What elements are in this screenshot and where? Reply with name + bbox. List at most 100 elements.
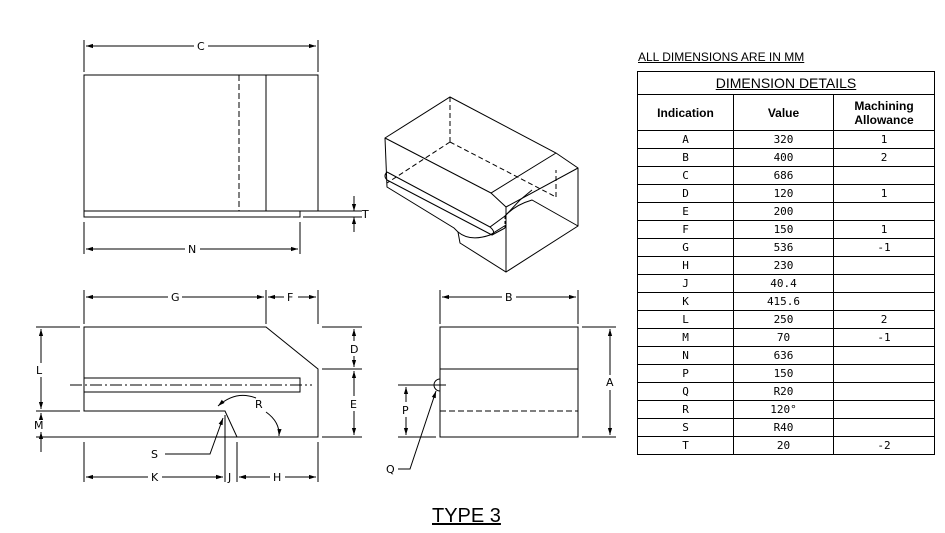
cell-allowance (833, 256, 935, 275)
cell-indication: S (637, 418, 734, 437)
table-row: D 120 1 (637, 184, 935, 203)
table-row: R 120° (637, 400, 935, 419)
label-h: H (273, 471, 281, 484)
cell-value: R40 (733, 418, 834, 437)
cell-indication: J (637, 274, 734, 293)
cell-indication: Q (637, 382, 734, 401)
cell-indication: F (637, 220, 734, 239)
cell-value: R20 (733, 382, 834, 401)
cell-value: 20 (733, 436, 834, 455)
cell-allowance: 1 (833, 130, 935, 149)
cell-allowance: -1 (833, 328, 935, 347)
cell-value: 250 (733, 310, 834, 329)
cell-allowance: 1 (833, 184, 935, 203)
cell-value: 536 (733, 238, 834, 257)
label-m: M (34, 419, 44, 432)
table-row: F 150 1 (637, 220, 935, 239)
table-row: M 70 -1 (637, 328, 935, 347)
table-row: C 686 (637, 166, 935, 185)
cell-value: 686 (733, 166, 834, 185)
leader-s (165, 417, 224, 455)
cell-indication: M (637, 328, 734, 347)
label-a: A (606, 376, 614, 389)
arc-r (217, 394, 257, 407)
drawing-title: TYPE 3 (432, 505, 501, 527)
dimension-table: DIMENSION DETAILS Indication Value Machi… (637, 71, 935, 455)
cell-value: 400 (733, 148, 834, 167)
cell-indication: E (637, 202, 734, 221)
table-title: DIMENSION DETAILS (637, 71, 935, 94)
label-t: T (361, 208, 369, 221)
cell-allowance (833, 274, 935, 293)
header-value: Value (733, 94, 834, 131)
table-row: B 400 2 (637, 148, 935, 167)
cell-value: 120° (733, 400, 834, 419)
isometric-view (384, 96, 579, 273)
cell-value: 150 (733, 220, 834, 239)
table-row: L 250 2 (637, 310, 935, 329)
table-row: S R40 (637, 418, 935, 437)
cell-value: 200 (733, 202, 834, 221)
side-view (398, 290, 616, 470)
cell-indication: G (637, 238, 734, 257)
table-row: J 40.4 (637, 274, 935, 293)
table-row: T 20 -2 (637, 436, 935, 455)
cell-allowance (833, 166, 935, 185)
cell-value: 150 (733, 364, 834, 383)
label-c: C (197, 40, 205, 53)
cell-allowance (833, 292, 935, 311)
top-view (83, 40, 362, 254)
cell-allowance: 1 (833, 220, 935, 239)
label-d: D (350, 343, 358, 356)
cell-indication: H (637, 256, 734, 275)
leader-q (398, 390, 437, 470)
cell-allowance (833, 400, 935, 419)
cell-allowance: -1 (833, 238, 935, 257)
table-row: K 415.6 (637, 292, 935, 311)
cell-allowance: 2 (833, 148, 935, 167)
cell-value: 230 (733, 256, 834, 275)
table-row: H 230 (637, 256, 935, 275)
table-row: E 200 (637, 202, 935, 221)
table-row: Q R20 (637, 382, 935, 401)
label-k: K (151, 471, 159, 484)
cell-allowance: 2 (833, 310, 935, 329)
label-n: N (188, 243, 196, 256)
header-allowance: Machining Allowance (833, 94, 935, 131)
table-row: A 320 1 (637, 130, 935, 149)
cell-indication: R (637, 400, 734, 419)
label-l: L (36, 364, 43, 377)
cell-value: 70 (733, 328, 834, 347)
units-note: ALL DIMENSIONS ARE IN MM (638, 50, 805, 64)
front-view (36, 290, 362, 482)
label-r: R (255, 398, 263, 411)
table-row: P 150 (637, 364, 935, 383)
cell-indication: P (637, 364, 734, 383)
label-e: E (350, 398, 357, 411)
cell-indication: C (637, 166, 734, 185)
label-f: F (287, 291, 293, 304)
cell-indication: B (637, 148, 734, 167)
cell-indication: T (637, 436, 734, 455)
label-q: Q (386, 463, 395, 476)
label-b: B (505, 291, 513, 304)
cell-indication: D (637, 184, 734, 203)
table-row: N 636 (637, 346, 935, 365)
cell-value: 120 (733, 184, 834, 203)
cell-indication: L (637, 310, 734, 329)
cell-allowance (833, 382, 935, 401)
cell-indication: A (637, 130, 734, 149)
header-indication: Indication (637, 94, 734, 131)
cell-indication: N (637, 346, 734, 365)
cell-value: 415.6 (733, 292, 834, 311)
cell-value: 40.4 (733, 274, 834, 293)
cell-indication: K (637, 292, 734, 311)
label-g: G (171, 291, 180, 304)
label-s: S (151, 448, 158, 461)
label-j: J (227, 471, 231, 484)
table-header-row: Indication Value Machining Allowance (637, 94, 935, 131)
cell-value: 636 (733, 346, 834, 365)
cell-allowance (833, 418, 935, 437)
cell-allowance (833, 346, 935, 365)
